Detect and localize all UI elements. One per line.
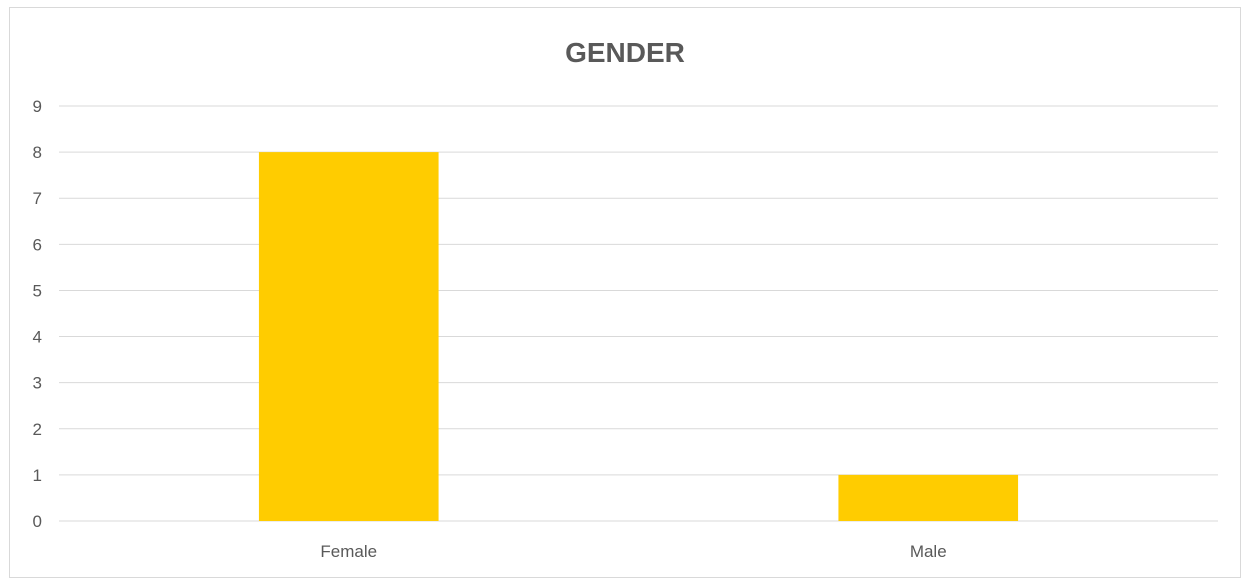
gridlines bbox=[59, 105, 1218, 522]
y-tick-label: 0 bbox=[33, 512, 42, 531]
y-tick-label: 2 bbox=[33, 420, 42, 439]
y-tick-label: 9 bbox=[33, 97, 42, 116]
bar-female bbox=[258, 152, 439, 521]
x-tick-label: Female bbox=[320, 542, 377, 561]
chart-frame bbox=[9, 7, 1241, 578]
y-tick-label: 7 bbox=[33, 189, 42, 208]
y-tick-label: 4 bbox=[33, 328, 42, 347]
y-tick-label: 5 bbox=[33, 281, 42, 300]
y-tick-label: 6 bbox=[33, 235, 42, 254]
x-axis-ticks: Female Male bbox=[320, 542, 946, 561]
x-tick-label: Male bbox=[910, 542, 947, 561]
chart-title: GENDER bbox=[565, 37, 685, 68]
y-tick-label: 8 bbox=[33, 143, 42, 162]
bars bbox=[258, 152, 1019, 521]
y-tick-label: 3 bbox=[33, 374, 42, 393]
y-axis-ticks: 0 1 2 3 4 5 6 7 8 9 bbox=[33, 97, 42, 531]
y-tick-label: 1 bbox=[33, 466, 42, 485]
bar-male bbox=[838, 474, 1019, 521]
